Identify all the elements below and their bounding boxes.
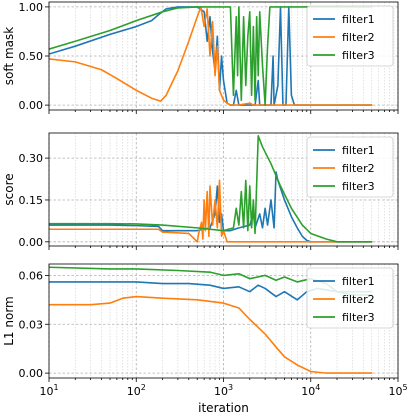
- y-axis-label: soft mask: [2, 27, 16, 85]
- legend-label-filter3: filter3: [342, 49, 375, 62]
- legend-box: [306, 5, 394, 67]
- plot-frame: [48, 1, 399, 111]
- plot-frame: [48, 132, 399, 247]
- legend-label-filter2: filter2: [342, 31, 375, 44]
- y-tick-label: 0.00: [19, 367, 44, 380]
- y-tick-label: 0.03: [19, 318, 44, 331]
- series-line-filter2: [49, 295, 373, 374]
- legend-label-filter1: filter1: [342, 275, 375, 288]
- y-axis-label: score: [2, 173, 16, 205]
- chart-panel-3: 0.00 0.03 0.06 101 102 103 104 105 L1 norm iterat…: [2, 263, 408, 415]
- y-tick-label: 0.50: [19, 50, 44, 63]
- y-tick-label: 0.00: [19, 99, 44, 112]
- legend: filter1 filter2 filter3: [306, 267, 394, 329]
- x-tick-label: 101: [39, 383, 58, 398]
- legend: filter1 filter2 filter3: [306, 5, 394, 67]
- legend-label-filter1: filter1: [342, 144, 375, 157]
- series-line-filter3: [49, 134, 373, 243]
- legend-box: [306, 136, 394, 198]
- series-line-filter3: [49, 6, 373, 106]
- series-line-filter2: [49, 6, 373, 106]
- x-tick-label: 103: [214, 383, 233, 398]
- x-tick-label: 102: [127, 383, 146, 398]
- y-axis-label: L1 norm: [2, 296, 16, 346]
- y-tick-label: 0.00: [19, 236, 44, 249]
- plot-frame: [48, 263, 399, 379]
- legend-label-filter2: filter2: [342, 162, 375, 175]
- x-tick-label: 105: [388, 383, 407, 398]
- y-tick-label: 1.00: [19, 1, 44, 14]
- y-tick-label: 0.06: [19, 269, 44, 282]
- x-tick-label: 104: [301, 383, 320, 398]
- legend-label-filter3: filter3: [342, 311, 375, 324]
- legend: filter1 filter2 filter3: [306, 136, 394, 198]
- legend-label-filter2: filter2: [342, 293, 375, 306]
- legend-label-filter3: filter3: [342, 180, 375, 193]
- x-axis-label: iteration: [198, 401, 249, 415]
- y-tick-label: 0.30: [19, 152, 44, 165]
- y-tick-label: 0.15: [19, 194, 44, 207]
- series-line-filter2: [49, 179, 373, 243]
- legend-box: [306, 267, 394, 329]
- legend-label-filter1: filter1: [342, 13, 375, 26]
